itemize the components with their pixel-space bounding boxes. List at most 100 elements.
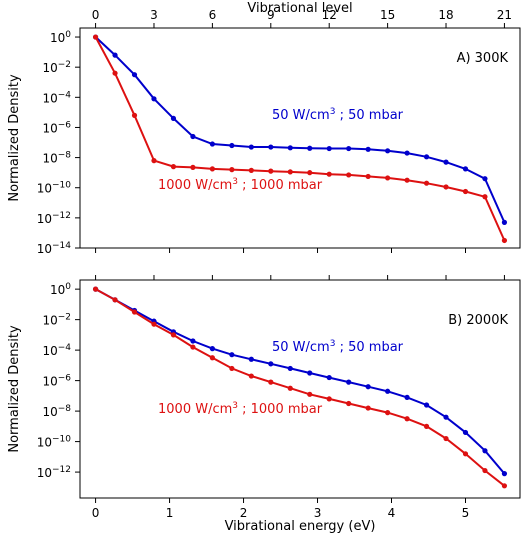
- data-point-red: [229, 365, 235, 372]
- x-tick-label: 2: [240, 506, 248, 520]
- y-tick-label: 100: [50, 282, 71, 297]
- y-tick-label: 10−10: [37, 181, 72, 196]
- data-point-blue: [190, 133, 196, 140]
- data-point-blue: [482, 448, 488, 454]
- x-axis-label: Vibrational energy (eV): [225, 519, 376, 534]
- data-point-red: [482, 467, 488, 474]
- data-point-red: [423, 423, 430, 429]
- data-point-red: [112, 297, 118, 303]
- data-point-red: [326, 396, 332, 402]
- data-point-red: [462, 188, 469, 195]
- plot-frame: [79, 279, 521, 499]
- data-point-blue: [501, 219, 508, 225]
- series-line-red: [95, 288, 506, 487]
- data-point-red: [385, 175, 391, 181]
- data-point-blue: [482, 176, 488, 182]
- data-point-red: [190, 344, 196, 350]
- data-point-red: [268, 379, 274, 385]
- top-x-tick-label: 3: [150, 8, 158, 22]
- data-point-blue: [385, 148, 391, 154]
- y-tick-label: 10−10: [37, 435, 72, 450]
- data-point-red: [209, 166, 215, 172]
- data-point-blue: [112, 52, 118, 58]
- data-point-blue: [209, 141, 215, 147]
- data-point-red: [443, 184, 449, 190]
- x-tick-label: 4: [388, 506, 396, 520]
- data-point-blue: [346, 145, 352, 152]
- data-point-red: [307, 170, 313, 176]
- data-point-blue: [462, 429, 469, 436]
- top-x-tick-label: 0: [92, 8, 100, 22]
- series-line-red: [94, 36, 506, 241]
- data-point-red: [92, 286, 99, 292]
- data-point-blue: [151, 96, 157, 102]
- plot-frame: [79, 27, 521, 249]
- data-point-blue: [307, 145, 313, 151]
- top-x-tick-label: 18: [438, 8, 453, 22]
- data-point-blue: [229, 142, 235, 149]
- data-point-blue: [209, 346, 215, 352]
- series-line-blue: [95, 288, 506, 475]
- data-point-blue: [268, 144, 274, 150]
- y-tick-label: 10−6: [42, 374, 71, 389]
- data-point-blue: [365, 384, 371, 390]
- data-point-red: [190, 164, 196, 170]
- data-point-red: [365, 405, 371, 411]
- x-tick-label: 1: [166, 506, 174, 520]
- data-point-red: [268, 168, 274, 174]
- data-point-blue: [287, 365, 293, 372]
- data-point-blue: [170, 115, 177, 122]
- annotation-blue: 50 W/cm3 ; 50 mbar: [272, 339, 404, 355]
- y-tick-label: 10−6: [42, 120, 71, 135]
- y-tick-label: 100: [50, 30, 71, 45]
- data-point-red: [385, 410, 391, 416]
- data-point-red: [404, 177, 410, 183]
- y-tick-label: 10−8: [42, 404, 71, 419]
- data-point-blue: [346, 379, 352, 385]
- data-point-red: [365, 173, 371, 180]
- data-point-red: [170, 164, 177, 170]
- y-tick-label: 10−12: [37, 465, 71, 480]
- data-point-blue: [326, 145, 332, 152]
- top-x-tick-label: 21: [497, 8, 512, 22]
- series-line-blue: [94, 36, 506, 223]
- data-point-red: [131, 112, 138, 118]
- top-x-tick-label: 9: [267, 8, 275, 22]
- y-tick-label: 10−2: [42, 313, 71, 328]
- y-axis-label: Normalized Density: [7, 74, 22, 202]
- panel-title: A) 300K: [457, 51, 509, 66]
- data-point-blue: [248, 144, 254, 150]
- data-point-red: [443, 435, 449, 442]
- data-point-red: [248, 373, 254, 379]
- data-point-blue: [404, 394, 410, 400]
- x-tick-label: 0: [92, 506, 100, 520]
- data-point-blue: [190, 338, 196, 344]
- data-point-blue: [423, 154, 430, 160]
- data-point-red: [170, 332, 177, 338]
- top-x-tick-label: 15: [380, 8, 395, 22]
- data-point-blue: [365, 146, 371, 152]
- x-tick-label: 5: [462, 506, 470, 520]
- annotation-blue: 50 W/cm3 ; 50 mbar: [272, 107, 404, 123]
- data-point-red: [151, 158, 157, 164]
- y-tick-label: 10−8: [42, 151, 71, 166]
- y-axis-label: Normalized Density: [7, 325, 22, 453]
- data-point-red: [151, 321, 157, 327]
- panel-a: 100 10−2 10−4 10−6 10−8 10−10 10−12 10−14 Normal…: [7, 1, 521, 256]
- data-point-blue: [404, 150, 410, 156]
- data-point-red: [112, 70, 118, 76]
- data-point-blue: [462, 166, 469, 172]
- data-point-blue: [287, 145, 293, 151]
- data-point-red: [462, 451, 469, 457]
- data-point-red: [307, 391, 313, 397]
- data-point-blue: [326, 374, 332, 381]
- data-point-red: [229, 167, 235, 173]
- y-tick-label: 10−4: [42, 90, 71, 105]
- y-tick-label: 10−2: [42, 60, 71, 75]
- data-point-blue: [423, 402, 430, 408]
- data-point-red: [346, 400, 352, 407]
- data-point-blue: [307, 370, 313, 376]
- data-point-red: [92, 34, 99, 40]
- data-point-blue: [501, 471, 508, 477]
